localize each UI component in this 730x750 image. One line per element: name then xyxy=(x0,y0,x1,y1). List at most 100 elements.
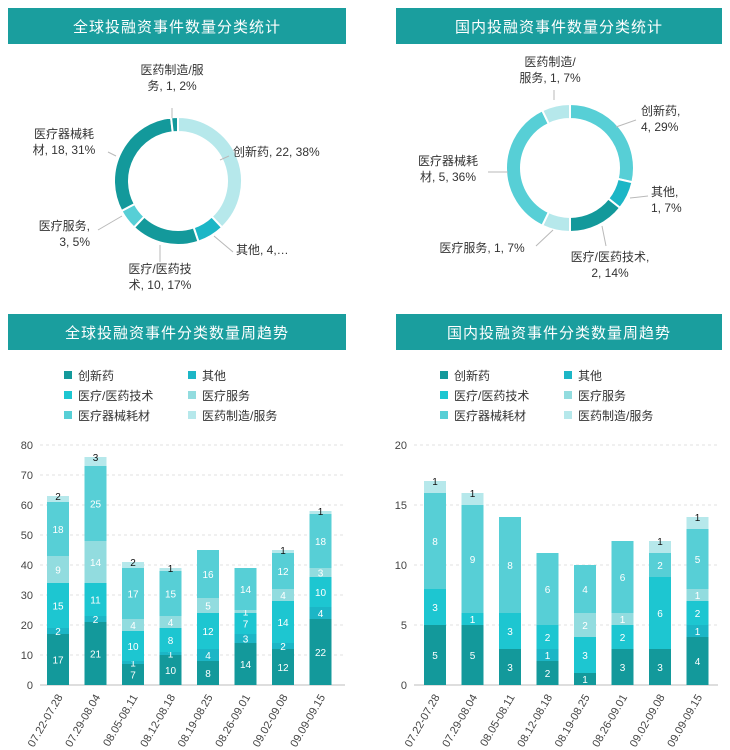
global_bar-bar-5-4 xyxy=(234,568,257,610)
domestic_pie-leader-0 xyxy=(615,119,637,128)
domestic_pie-label-4-0: 医疗器械耗 xyxy=(418,153,478,168)
global_bar-xtick-2: 08.05-08.11 xyxy=(101,693,140,749)
global_bar-bar-0-3 xyxy=(47,556,69,583)
domestic_bar-value-3-1: 1 xyxy=(545,651,551,662)
domestic_bar-bar-3-2 xyxy=(536,625,559,649)
domestic_bar-bar-6-5 xyxy=(649,541,671,553)
global_bar-value-1-1: 2 xyxy=(93,615,99,626)
global_bar-value-1-4: 25 xyxy=(90,500,102,511)
global_bar-bar-2-0 xyxy=(122,664,144,685)
domestic_pie-label-1-0: 其他, xyxy=(651,185,678,199)
domestic_bar-bar-4-3 xyxy=(574,613,596,637)
global_bar-ytick-0: 0 xyxy=(27,680,33,692)
global_bar-value-3-2: 8 xyxy=(168,636,174,647)
global_bar-value-6-0: 12 xyxy=(277,663,289,674)
global_bar-value-6-4: 12 xyxy=(277,567,289,578)
domestic_pie-label-2-0: 医疗/医药技术, xyxy=(571,250,650,264)
domestic_bar-bar-0-0 xyxy=(424,625,446,685)
global_pie-label-4-1: 材, 18, 31% xyxy=(33,143,96,157)
domestic_bar-bar-1-0 xyxy=(461,625,484,685)
global_bar-bar-2-2 xyxy=(122,631,144,661)
domestic_bar-legend-label-2: 医疗/医药技术 xyxy=(454,389,529,403)
domestic_bar-value-7-5: 1 xyxy=(695,513,701,524)
domestic_bar-value-3-0: 2 xyxy=(545,669,551,680)
domestic_bar-value-6-0: 3 xyxy=(657,663,663,674)
global_bar-value-7-5: 1 xyxy=(318,507,324,518)
global_bar-value-6-5: 1 xyxy=(280,546,286,557)
domestic_pie-leader-1 xyxy=(629,195,649,199)
domestic_pie-label-5-0: 医药制造/ xyxy=(524,55,576,69)
domestic_bar-bar-0-2 xyxy=(424,589,446,625)
global_bar-value-6-2: 14 xyxy=(277,618,289,629)
global_bar-bar-0-4 xyxy=(47,502,69,556)
domestic_bar-value-2-2: 3 xyxy=(507,627,513,638)
global_bar-value-7-0: 22 xyxy=(315,648,327,659)
global_bar-xtick-4: 08.19-08.25 xyxy=(176,693,216,750)
global_bar-bar-4-0 xyxy=(197,661,219,685)
domestic_bar-ytick-2: 10 xyxy=(395,560,407,572)
global_bar-xtick-1: 07.29-08.04 xyxy=(63,693,103,750)
domestic_pie-slice-4 xyxy=(505,109,551,227)
domestic_bar-bar-7-4 xyxy=(686,529,709,589)
domestic_bar-xtick-1: 07.29-08.04 xyxy=(440,693,480,750)
domestic_pie-label-2-1: 2, 14% xyxy=(591,266,629,280)
domestic_bar-legend-swatch-3 xyxy=(564,391,572,399)
domestic_bar-value-4-4: 4 xyxy=(582,585,588,596)
domestic_bar-value-4-3: 2 xyxy=(582,621,588,632)
global_bar-value-1-0: 21 xyxy=(90,650,102,661)
domestic_pie-label-0-1: 4, 29% xyxy=(641,120,679,134)
domestic_bar-value-1-0: 5 xyxy=(470,651,476,662)
global_pie-label-2-1: 术, 10, 17% xyxy=(129,278,192,292)
global_bar-value-0-0: 17 xyxy=(52,656,64,667)
domestic_bar-xtick-2: 08.05-08.11 xyxy=(478,693,517,749)
global_bar-value-3-1: 1 xyxy=(168,650,174,661)
domestic_bar-bar-7-3 xyxy=(686,589,709,601)
domestic_pie-label-4-1: 材, 5, 36% xyxy=(420,170,476,184)
domestic_bar-bar-6-4 xyxy=(649,553,671,577)
global_bar-legend-label-2: 医疗/医药技术 xyxy=(78,389,153,403)
global_bar-xtick-3: 08.12-08.18 xyxy=(138,693,178,750)
domestic_bar-bar-2-0 xyxy=(499,649,521,685)
global_bar-xtick-5: 08.26-09.01 xyxy=(213,693,253,750)
domestic_bar-value-7-3: 1 xyxy=(695,591,701,602)
global_bar-bar-1-3 xyxy=(84,541,107,583)
global_bar-bar-1-1 xyxy=(84,616,107,622)
global_bar-value-1-5: 3 xyxy=(93,453,99,464)
global_bar-bar-4-2 xyxy=(197,613,219,649)
global_bar-value-5-1: 3 xyxy=(243,635,249,646)
global_bar-value-1-3: 14 xyxy=(90,558,102,569)
domestic_bar-bar-3-0 xyxy=(536,661,559,685)
global_bar-value-5-3: 1 xyxy=(243,608,249,619)
global_bar-legend-label-4: 医疗器械耗材 xyxy=(78,408,150,423)
domestic_bar-ytick-3: 15 xyxy=(395,500,407,512)
domestic_bar-bar-6-2 xyxy=(649,577,671,649)
global_bar-bar-0-5 xyxy=(47,496,69,502)
domestic_pie-leader-3 xyxy=(535,229,554,247)
domestic-pie-title: 国内投融资事件数量分类统计 xyxy=(396,8,722,44)
domestic_bar-value-3-2: 2 xyxy=(545,633,551,644)
global_pie-label-2-0: 医疗/医药技 xyxy=(128,262,191,276)
domestic_bar-legend-swatch-0 xyxy=(440,371,448,379)
domestic_bar-bar-5-4 xyxy=(611,541,634,613)
global_bar-bar-1-4 xyxy=(84,466,107,541)
domestic_pie-label-3-0: 医疗服务, 1, 7% xyxy=(439,240,525,255)
domestic_bar-legend-swatch-2 xyxy=(440,391,448,399)
global_bar-bar-7-5 xyxy=(309,511,332,514)
global_bar-xtick-6: 09.02-09.08 xyxy=(251,693,291,750)
global_bar-bar-0-2 xyxy=(47,583,69,628)
domestic_bar-xtick-7: 09.09-09.15 xyxy=(665,693,705,750)
domestic_bar-bar-3-4 xyxy=(536,553,559,625)
global_bar-ytick-6: 60 xyxy=(21,500,33,512)
global_bar-bar-7-2 xyxy=(309,577,332,607)
global_bar-value-5-0: 14 xyxy=(240,660,252,671)
domestic_bar-bar-0-4 xyxy=(424,493,446,589)
global_bar-value-4-3: 5 xyxy=(205,602,211,613)
global_pie-leader-1 xyxy=(213,235,234,253)
global_bar-xtick-0: 07.22-07.28 xyxy=(26,693,66,750)
global_bar-bar-4-1 xyxy=(197,649,219,661)
global_bar-ytick-4: 40 xyxy=(21,560,33,572)
domestic_bar-value-2-4: 8 xyxy=(507,561,513,572)
domestic_bar-value-1-2: 1 xyxy=(470,615,476,626)
domestic_bar-bar-4-2 xyxy=(574,637,596,673)
